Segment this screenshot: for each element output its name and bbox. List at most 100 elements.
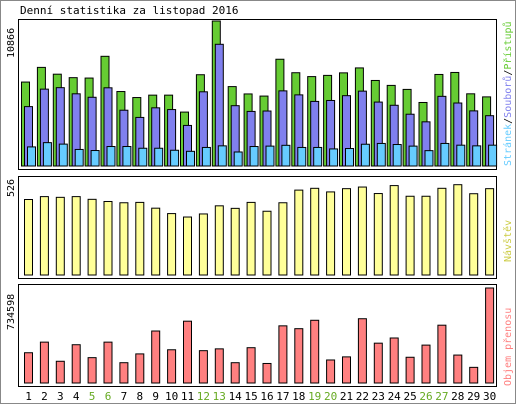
visits-bar <box>135 201 145 276</box>
visits-bar <box>198 213 208 276</box>
day-label: 1 <box>25 390 32 403</box>
kbytes-bar <box>326 359 336 384</box>
day-label: 29 <box>467 390 480 403</box>
kbytes-bar <box>357 318 367 384</box>
legend-hits: Přístupů <box>502 21 514 69</box>
pages-bar <box>265 145 275 167</box>
kbytes-bar <box>246 347 256 384</box>
legend-kbytes: Objem přenosu <box>502 308 514 386</box>
pages-bar <box>138 147 148 167</box>
pages-bar <box>186 150 195 167</box>
kbytes-bar <box>198 350 208 384</box>
pages-bar <box>27 146 36 167</box>
panel-2-ymax-label: 526 <box>6 179 17 197</box>
day-label: 17 <box>276 390 289 403</box>
visits-bar <box>437 187 447 276</box>
kbytes-bar <box>485 287 495 384</box>
visits-bar <box>342 188 351 276</box>
day-label: 14 <box>229 390 243 403</box>
pages-bar <box>74 148 84 167</box>
day-label: 7 <box>121 390 128 403</box>
pages-bar <box>170 149 180 167</box>
panel-3-ymax-label: 734598 <box>6 294 17 330</box>
kbytes-bar <box>39 341 49 384</box>
visits-bar <box>278 202 288 276</box>
pages-bar <box>217 145 227 167</box>
pages-bar <box>201 146 211 167</box>
kbytes-bar <box>119 362 129 384</box>
visits-bar <box>485 188 495 276</box>
pages-bar <box>249 146 259 167</box>
pages-bar <box>345 148 354 167</box>
pages-bar <box>42 142 52 167</box>
kbytes-bar <box>405 356 415 384</box>
pages-bar <box>313 146 323 167</box>
day-label: 2 <box>41 390 48 403</box>
day-label: 30 <box>483 390 496 403</box>
panel-1-frame <box>18 19 497 170</box>
visits-bar <box>310 187 320 276</box>
day-label: 28 <box>451 390 464 403</box>
pages-bar <box>122 146 132 167</box>
pages-bar <box>233 151 243 167</box>
day-label: 9 <box>152 390 159 403</box>
panel-3-frame <box>18 284 497 387</box>
visits-bar <box>262 210 272 276</box>
visits-bar <box>183 216 192 276</box>
visits-bar <box>214 205 224 276</box>
pages-bar <box>424 150 434 167</box>
kbytes-bar <box>310 319 320 384</box>
day-label: 22 <box>356 390 369 403</box>
kbytes-bar <box>87 357 97 384</box>
kbytes-bar <box>24 352 33 384</box>
pages-bar <box>297 146 307 167</box>
pages-bar <box>281 144 291 167</box>
visits-bar <box>453 184 463 276</box>
legend-pages: Stránek <box>502 124 514 166</box>
visits-bar <box>167 213 177 276</box>
visits-bar <box>39 196 49 276</box>
day-label: 23 <box>372 390 385 403</box>
kbytes-bar <box>469 366 479 384</box>
kbytes-bar <box>183 320 192 384</box>
day-label: 4 <box>73 390 80 403</box>
pages-bar <box>456 144 466 167</box>
day-label: 27 <box>435 390 448 403</box>
visits-bar <box>151 207 161 276</box>
legend-visits: Návštěv <box>502 220 514 262</box>
pages-bar <box>376 142 386 167</box>
kbytes-bar <box>453 354 463 384</box>
pages-bar <box>106 146 116 167</box>
pages-bar <box>154 147 164 167</box>
day-label: 12 <box>197 390 210 403</box>
day-label: 3 <box>57 390 64 403</box>
kbytes-bar <box>389 337 399 384</box>
visits-bar <box>230 207 240 276</box>
kbytes-bar <box>342 356 351 384</box>
visits-bar <box>469 193 479 276</box>
kbytes-bar <box>135 353 145 384</box>
kbytes-bar <box>421 344 431 384</box>
kbytes-bar <box>437 324 447 384</box>
visits-bar <box>103 200 113 276</box>
day-label: 19 <box>308 390 321 403</box>
day-label: 25 <box>403 390 416 403</box>
day-label: 26 <box>419 390 432 403</box>
day-label: 10 <box>165 390 178 403</box>
visits-bar <box>373 193 383 276</box>
kbytes-bar <box>214 348 224 384</box>
pages-bar <box>472 145 482 167</box>
kbytes-bar <box>278 325 288 384</box>
visits-bar <box>389 185 399 276</box>
visits-bar <box>24 199 33 276</box>
panel-2-frame <box>18 176 497 279</box>
pages-bar <box>392 144 402 167</box>
pages-bar <box>488 144 498 167</box>
day-label: 24 <box>388 390 402 403</box>
visits-bar <box>119 202 129 276</box>
kbytes-bar <box>103 341 113 384</box>
kbytes-bar <box>294 328 304 384</box>
visits-bar <box>294 189 304 276</box>
day-label: 15 <box>244 390 257 403</box>
visits-bar <box>421 195 431 276</box>
